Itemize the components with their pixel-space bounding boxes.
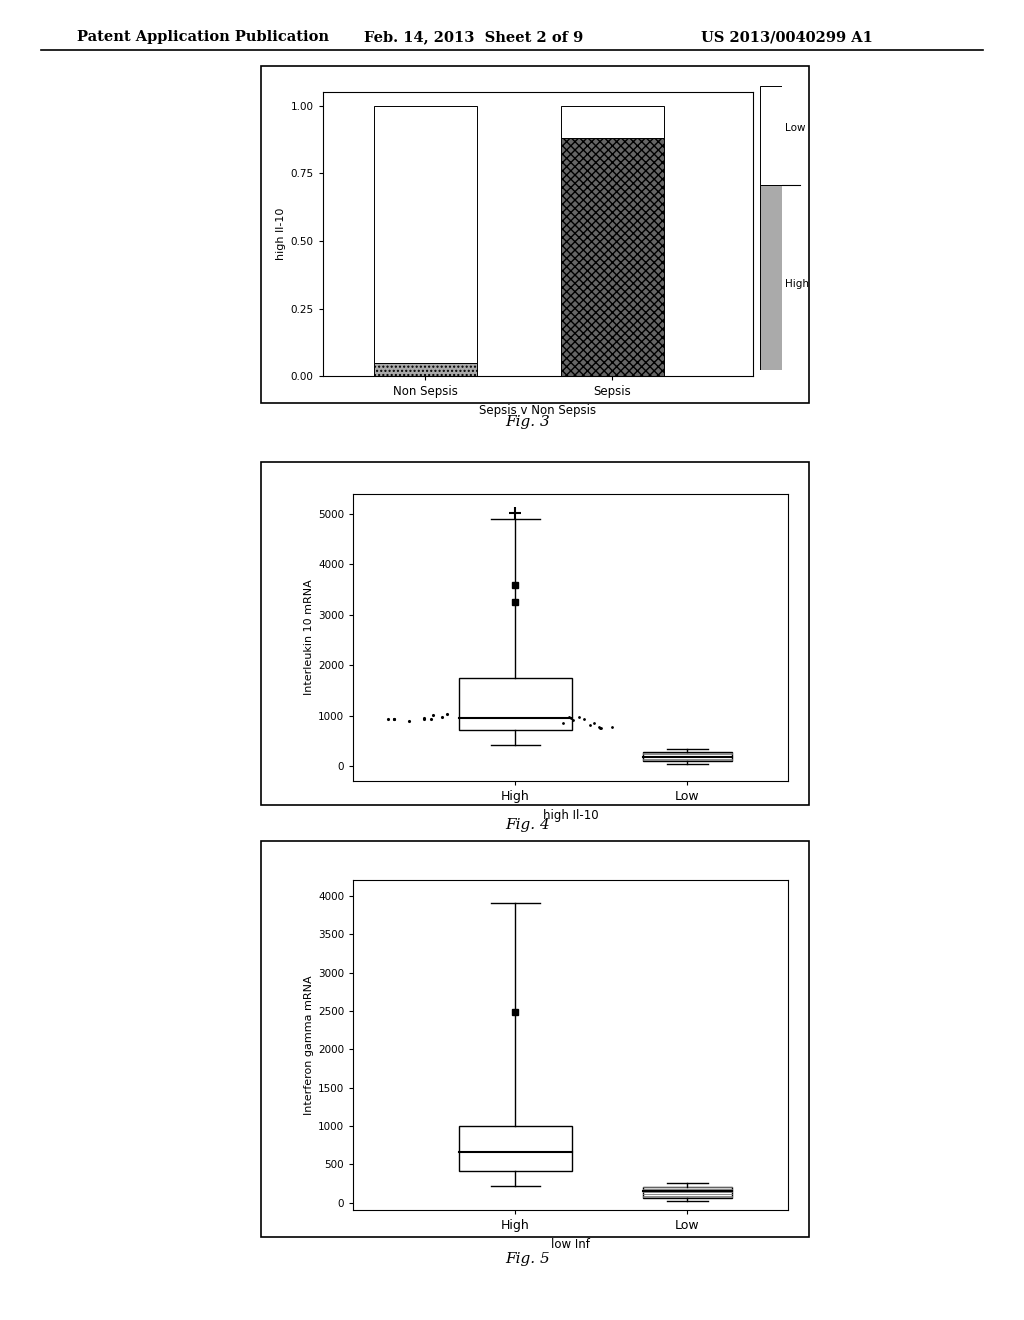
Bar: [374, 363, 477, 376]
Bar: [760, 86, 782, 185]
Bar: [643, 1187, 732, 1197]
Bar: [760, 185, 782, 370]
Bar: [561, 106, 664, 139]
X-axis label: low Inf: low Inf: [552, 1238, 590, 1251]
Bar: [561, 139, 664, 376]
Y-axis label: Interleukin 10 mRNA: Interleukin 10 mRNA: [304, 579, 314, 696]
Text: Fig. 5: Fig. 5: [505, 1253, 550, 1266]
Text: Low: Low: [785, 123, 806, 133]
Bar: [374, 106, 477, 363]
X-axis label: Sepsis v Non Sepsis: Sepsis v Non Sepsis: [479, 404, 596, 417]
Bar: [643, 752, 732, 760]
Text: Feb. 14, 2013  Sheet 2 of 9: Feb. 14, 2013 Sheet 2 of 9: [364, 30, 583, 45]
Y-axis label: Interferon gamma mRNA: Interferon gamma mRNA: [304, 975, 313, 1115]
Y-axis label: high Il-10: high Il-10: [276, 209, 287, 260]
Bar: [459, 678, 571, 730]
Text: Fig. 4: Fig. 4: [505, 818, 550, 832]
Text: Patent Application Publication: Patent Application Publication: [77, 30, 329, 45]
Text: US 2013/0040299 A1: US 2013/0040299 A1: [701, 30, 873, 45]
X-axis label: high Il-10: high Il-10: [543, 809, 599, 822]
Text: High: High: [785, 280, 809, 289]
Text: Fig. 3: Fig. 3: [505, 416, 550, 429]
Bar: [459, 1126, 571, 1171]
